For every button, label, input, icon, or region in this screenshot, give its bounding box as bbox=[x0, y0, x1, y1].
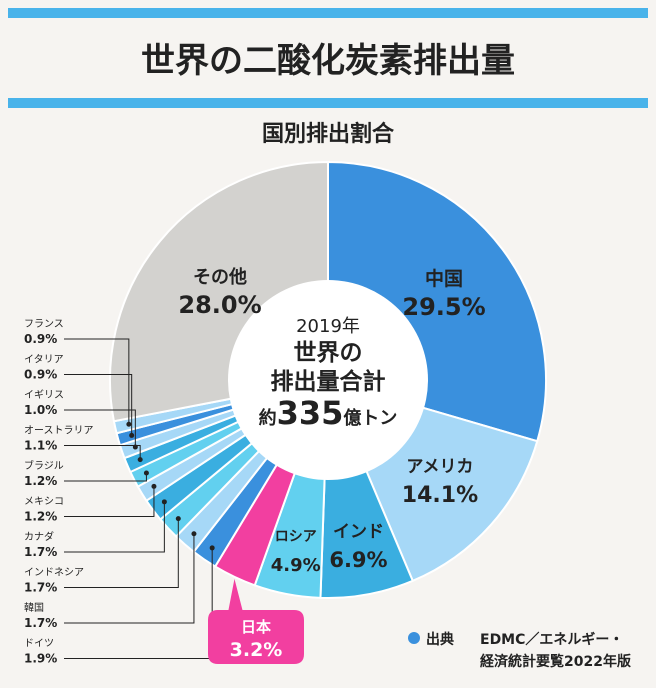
center-line-world: 世界の bbox=[294, 340, 363, 366]
source-label: 出典 bbox=[426, 631, 454, 648]
slice-15-value: 28.0% bbox=[178, 291, 261, 319]
slice-8-value: 1.7% bbox=[24, 545, 57, 559]
slice-6-name: 韓国 bbox=[24, 602, 44, 614]
slice-2-name: インド bbox=[333, 522, 384, 542]
slice-13-name: イタリア bbox=[24, 354, 64, 366]
slice-12-leader bbox=[64, 409, 136, 448]
slice-11-name: オーストラリア bbox=[24, 425, 94, 437]
slice-7-leader bbox=[64, 518, 179, 588]
slice-6-leader-dot bbox=[191, 531, 197, 537]
slice-11-leader-dot bbox=[137, 457, 143, 463]
slice-14-leader bbox=[64, 338, 130, 425]
center-number: 335 bbox=[277, 394, 344, 432]
slice-11-leader bbox=[64, 445, 141, 460]
slice-13-value: 0.9% bbox=[24, 368, 57, 382]
slice-8-leader bbox=[64, 501, 165, 553]
slice-9-value: 1.2% bbox=[24, 510, 57, 524]
slice-1-value: 14.1% bbox=[402, 483, 478, 508]
slice-5-leader-dot bbox=[209, 545, 215, 551]
slice-9-name: メキシコ bbox=[24, 497, 64, 508]
slice-8-leader-dot bbox=[161, 499, 167, 505]
slice-10-leader-dot bbox=[143, 470, 149, 476]
slice-labels: 中国 29.5% アメリカ 14.1% インド 6.9% ロシア 4.9% その他 28.0% 日本… bbox=[24, 266, 486, 666]
slice-6-value: 1.7% bbox=[24, 616, 57, 630]
slice-0-name: 中国 bbox=[425, 267, 463, 290]
slice-5-leader bbox=[64, 547, 213, 659]
center-line-total: 排出量合計 bbox=[271, 368, 386, 395]
header-top-bar bbox=[8, 8, 648, 18]
japan-callout-bubble bbox=[208, 578, 304, 664]
slice-2-value: 6.9% bbox=[329, 548, 387, 572]
slice-11-value: 1.1% bbox=[24, 439, 57, 453]
slice-4-name: 日本 bbox=[241, 618, 271, 636]
center-suffix: 億トン bbox=[343, 407, 397, 429]
chart-subtitle: 国別排出割合 bbox=[262, 121, 395, 147]
slice-7-value: 1.7% bbox=[24, 581, 57, 595]
donut-center bbox=[228, 280, 428, 480]
slice-1-name: アメリカ bbox=[406, 457, 473, 477]
center-total-value: 約335億トン bbox=[259, 394, 398, 432]
slice-13-leader-dot bbox=[129, 432, 135, 438]
slice-14-leader-dot bbox=[126, 421, 132, 427]
slice-4-value: 3.2% bbox=[230, 639, 283, 661]
slice-12-name: イギリス bbox=[24, 389, 64, 401]
slice-5-value: 1.9% bbox=[24, 652, 57, 666]
center-prefix: 約 bbox=[259, 407, 277, 429]
slice-7-leader-dot bbox=[175, 516, 181, 522]
slice-10-value: 1.2% bbox=[24, 474, 57, 488]
slice-6-leader bbox=[64, 533, 195, 624]
slice-8-name: カナダ bbox=[24, 530, 54, 543]
slice-3-name: ロシア bbox=[275, 529, 317, 545]
header-bottom-bar bbox=[8, 98, 648, 108]
source-line1: EDMC／エネルギー・ bbox=[480, 631, 623, 648]
slice-9-leader-dot bbox=[151, 483, 157, 489]
source-line2: 経済統計要覧2022年版 bbox=[480, 653, 631, 670]
slice-14-name: フランス bbox=[24, 318, 64, 330]
slice-3-value: 4.9% bbox=[271, 555, 321, 576]
chart-title: 世界の二酸化炭素排出量 bbox=[141, 41, 515, 81]
slice-9-leader bbox=[64, 486, 155, 517]
slice-5-name: ドイツ bbox=[24, 639, 54, 650]
slice-14-value: 0.9% bbox=[24, 332, 57, 346]
slice-10-name: ブラジル bbox=[24, 459, 64, 472]
slice-13-leader bbox=[64, 374, 133, 436]
center-year: 2019年 bbox=[296, 316, 360, 337]
slice-0-value: 29.5% bbox=[402, 293, 485, 321]
source-bullet-icon bbox=[408, 632, 420, 644]
slice-10-leader bbox=[64, 472, 147, 482]
slice-15-name: その他 bbox=[193, 266, 247, 288]
slice-7-name: インドネシア bbox=[24, 567, 84, 579]
slice-12-value: 1.0% bbox=[24, 403, 57, 417]
